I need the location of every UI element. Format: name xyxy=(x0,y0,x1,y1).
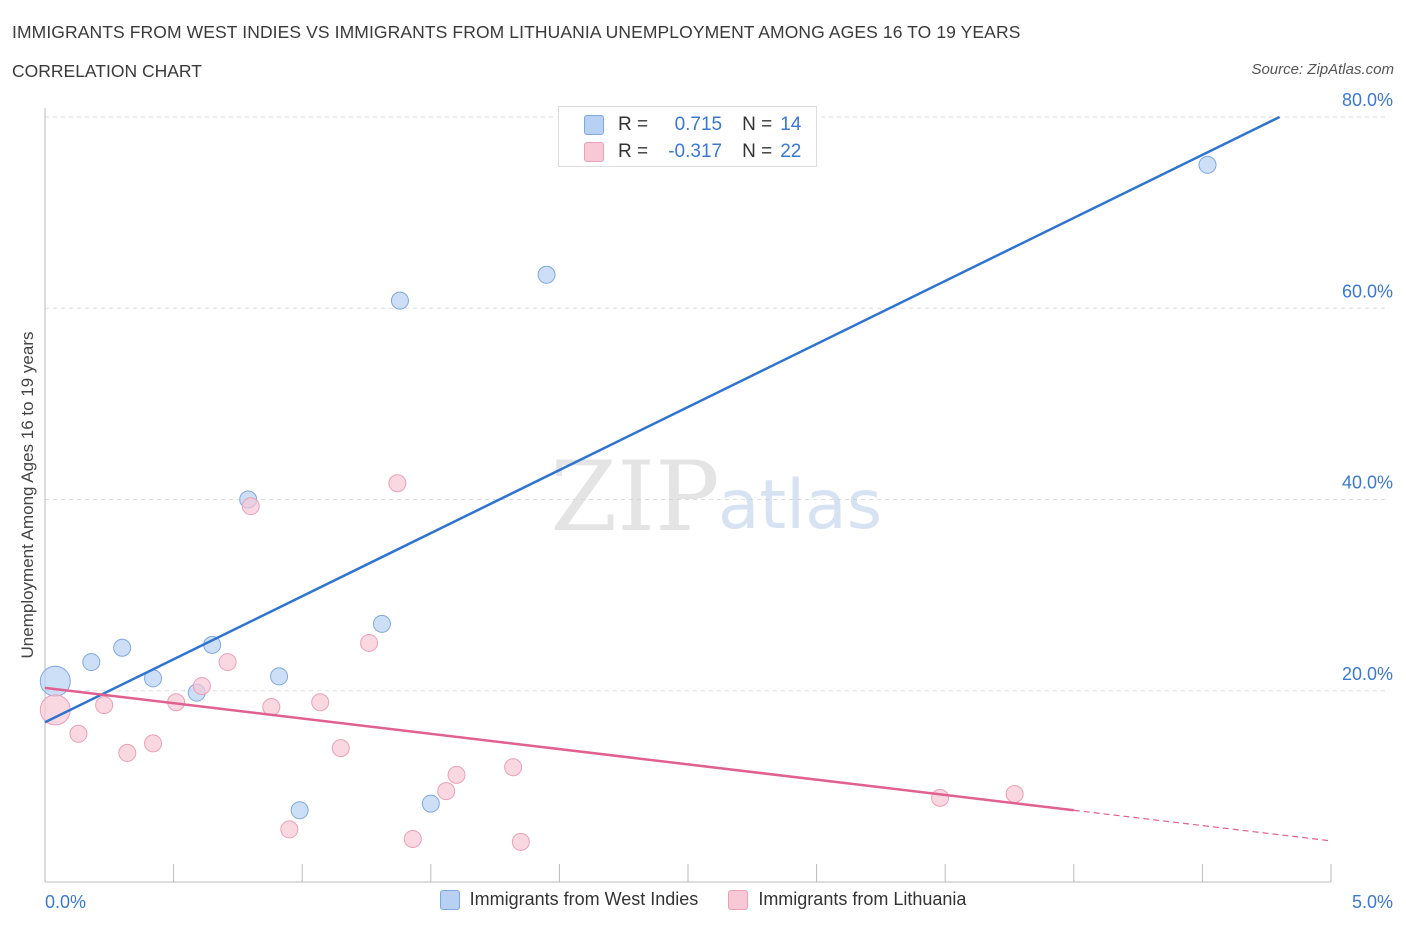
gridlines xyxy=(45,116,1388,692)
trend-lines xyxy=(44,115,1332,842)
legend-swatch-pink xyxy=(728,889,749,910)
stats-n-value: 14 xyxy=(780,114,802,135)
stats-legend: R = 0.715 N = 14 R = -0.317 N = 22 xyxy=(558,106,817,167)
point-west-indies xyxy=(421,794,440,813)
stats-r-label: R = xyxy=(618,141,649,162)
point-west-indies xyxy=(82,653,101,672)
point-lithuania xyxy=(241,497,260,516)
point-west-indies xyxy=(270,667,289,686)
legend-label-west-indies: Immigrants from West Indies xyxy=(469,889,699,909)
point-west-indies xyxy=(113,638,132,657)
y-tick-label: 40.0% xyxy=(1342,473,1393,493)
stats-r-label: R = xyxy=(618,114,649,135)
legend-item-west-indies: Immigrants from West Indies xyxy=(439,889,699,910)
stats-n-value: 22 xyxy=(780,141,802,162)
y-axis-label: Unemployment Among Ages 16 to 19 years xyxy=(18,331,37,659)
chart-subtitle: CORRELATION CHART xyxy=(12,61,202,81)
point-west-indies xyxy=(39,665,71,697)
point-west-indies xyxy=(537,265,556,284)
point-lithuania xyxy=(447,765,466,784)
watermark-atlas: atlas xyxy=(718,466,882,545)
point-lithuania xyxy=(1005,785,1024,804)
x-tick-label: 5.0% xyxy=(1352,892,1393,912)
point-lithuania xyxy=(192,676,211,695)
bottom-legend: Immigrants from West Indies Immigrants f… xyxy=(0,889,1406,910)
chart-title: IMMIGRANTS FROM WEST INDIES VS IMMIGRANT… xyxy=(12,22,1021,42)
legend-label-lithuania: Immigrants from Lithuania xyxy=(758,889,967,909)
point-west-indies xyxy=(1198,155,1217,174)
y-tick-label: 80.0% xyxy=(1342,90,1393,110)
point-lithuania xyxy=(118,743,137,762)
tick-labels: 20.0% 40.0% 60.0% 80.0% 0.0% 5.0% xyxy=(45,90,1393,912)
point-lithuania xyxy=(437,782,456,801)
point-lithuania xyxy=(931,788,950,807)
legend-swatch-blue xyxy=(439,889,460,910)
watermark-zip: ZIP xyxy=(550,441,719,553)
stats-swatch-blue xyxy=(584,115,604,135)
stats-r-value: 0.715 xyxy=(674,114,723,135)
point-west-indies xyxy=(390,291,409,310)
axes xyxy=(44,108,1332,883)
source-label: Source: ZipAtlas.com xyxy=(1251,61,1394,78)
point-lithuania xyxy=(403,829,422,848)
legend-item-lithuania: Immigrants from Lithuania xyxy=(728,889,966,910)
point-lithuania xyxy=(360,633,379,652)
point-lithuania xyxy=(69,724,88,743)
stats-n-label: N = xyxy=(742,141,773,162)
point-lithuania xyxy=(504,758,523,777)
y-tick-label: 60.0% xyxy=(1342,281,1393,301)
data-points xyxy=(39,155,1217,851)
stats-swatch-pink xyxy=(584,142,604,162)
point-lithuania xyxy=(39,694,71,726)
point-lithuania xyxy=(95,696,114,715)
point-lithuania xyxy=(388,474,407,493)
x-tick-label: 0.0% xyxy=(45,892,86,912)
point-lithuania xyxy=(311,693,330,712)
trend-line-west-indies xyxy=(44,115,1281,724)
stats-row-west-indies: R = 0.715 N = 14 xyxy=(584,113,802,137)
point-west-indies xyxy=(290,801,309,820)
stats-n-label: N = xyxy=(742,114,773,135)
trend-line-lithuania xyxy=(44,686,1074,812)
stats-r-value: -0.317 xyxy=(668,141,723,162)
trend-line-lithuania-extension xyxy=(1073,809,1332,842)
stats-row-lithuania: R = -0.317 N = 22 xyxy=(584,140,802,164)
point-west-indies xyxy=(372,614,391,633)
y-tick-label: 20.0% xyxy=(1342,664,1393,684)
point-lithuania xyxy=(218,653,237,672)
point-lithuania xyxy=(331,739,350,758)
point-lithuania xyxy=(511,832,530,851)
point-lithuania xyxy=(144,734,163,753)
point-west-indies xyxy=(203,635,222,654)
point-lithuania xyxy=(280,820,299,839)
